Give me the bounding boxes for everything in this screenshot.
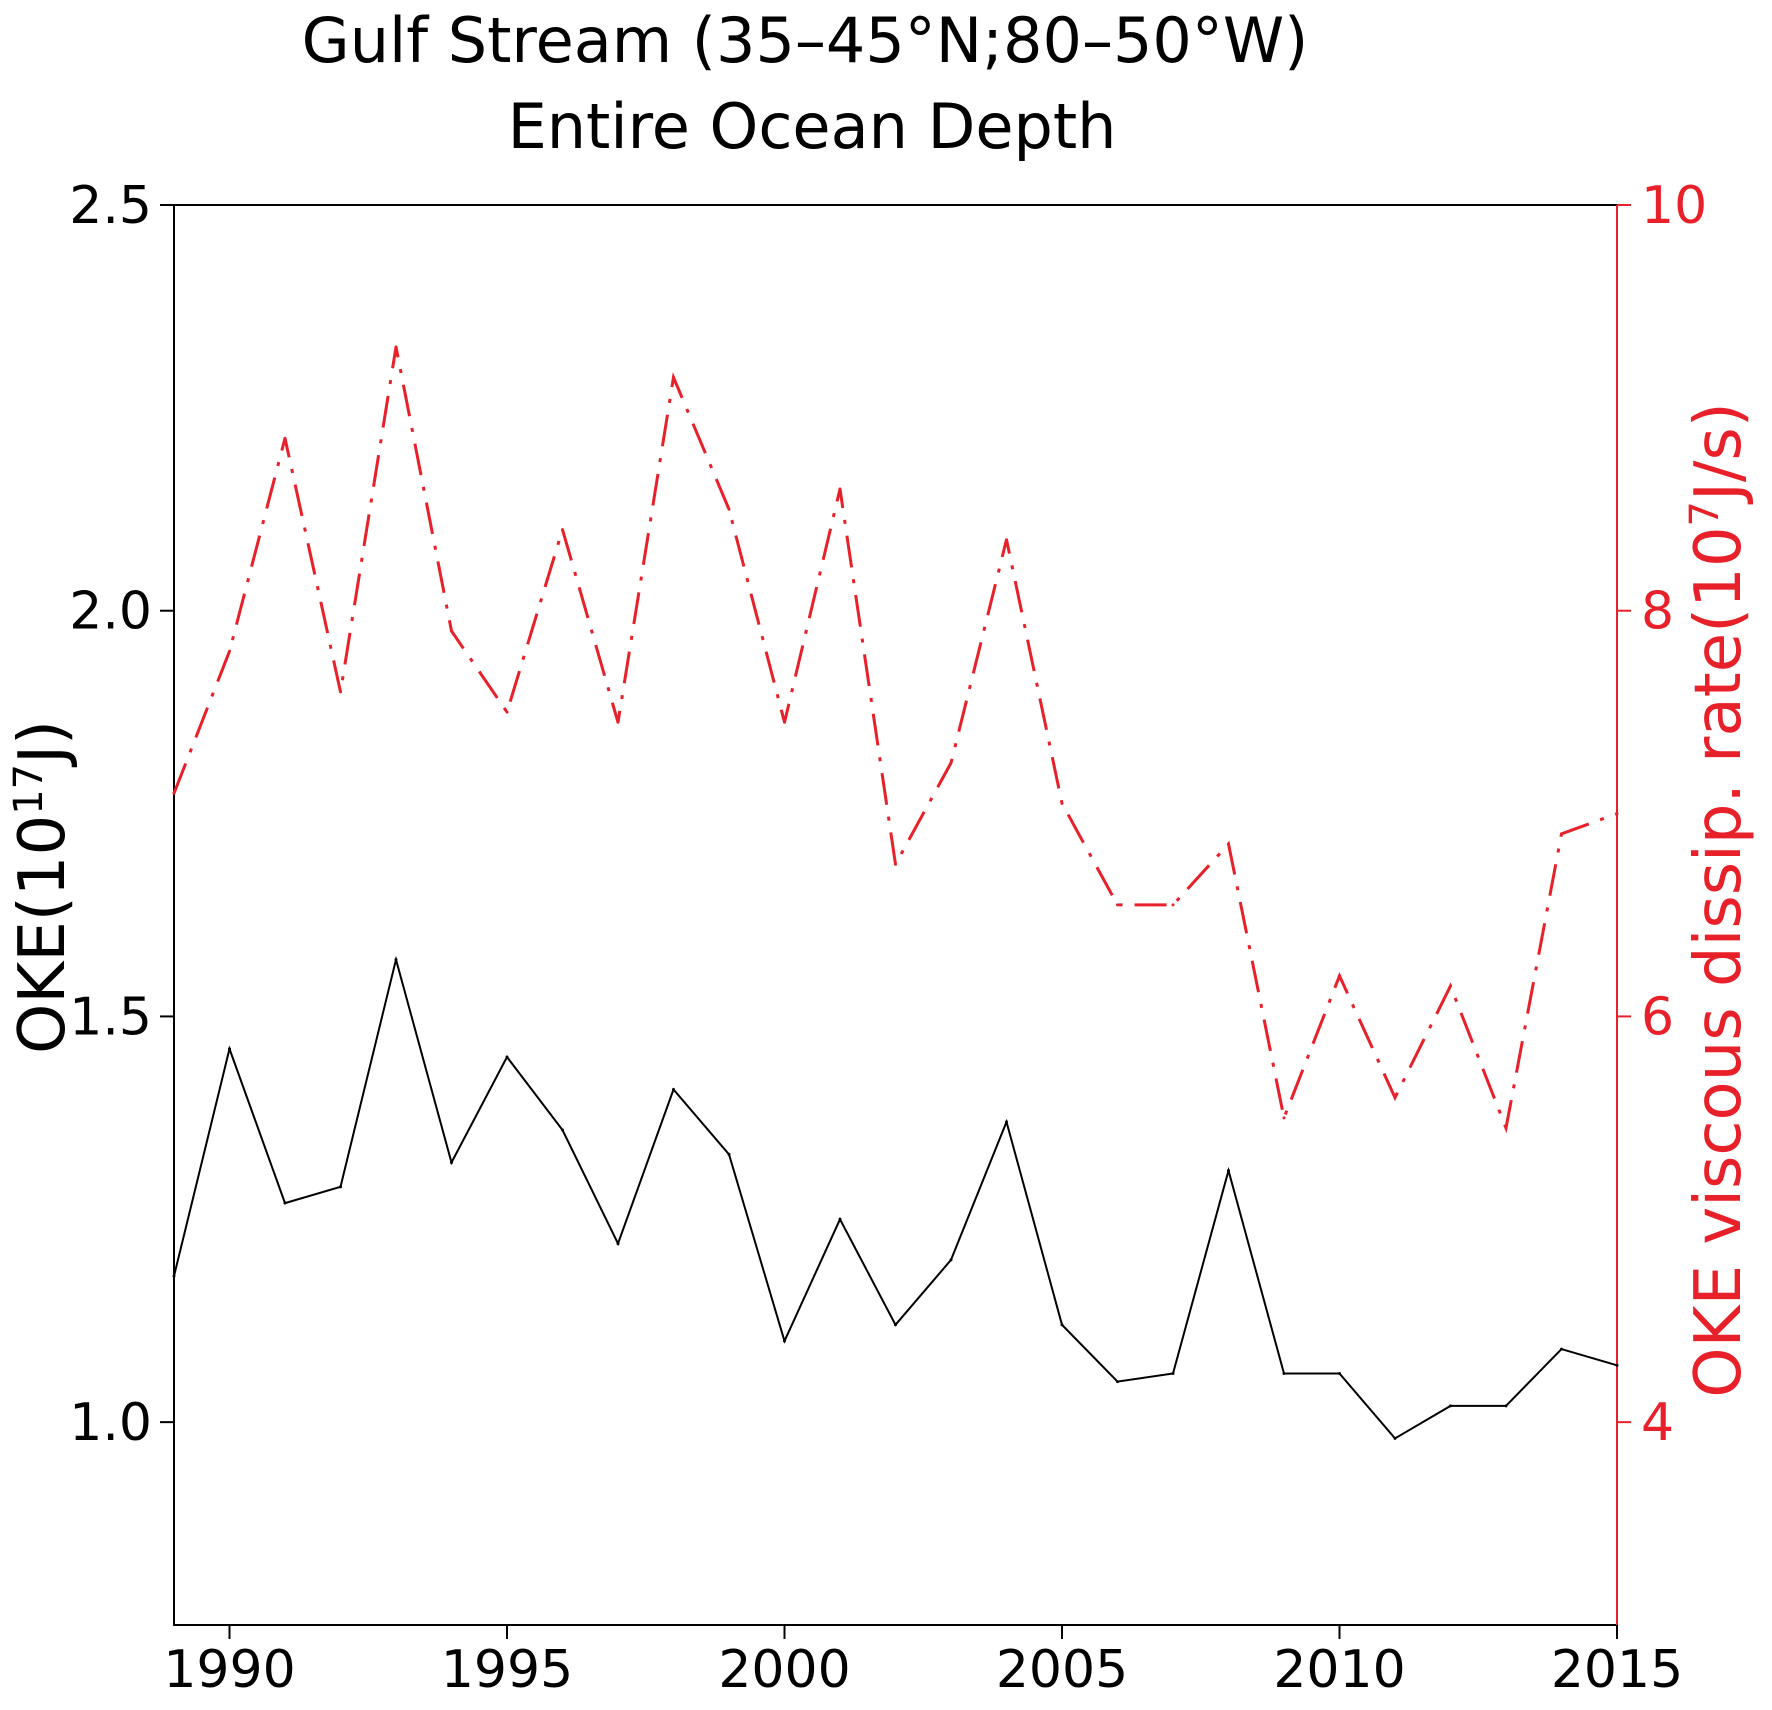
dissipation-rate-point	[450, 629, 453, 633]
dissipation-rate-point	[672, 375, 675, 379]
oke-point	[1171, 1371, 1175, 1375]
oke-point	[1282, 1371, 1286, 1375]
oke-point	[894, 1323, 897, 1327]
left-axis-label: OKE(1017J)	[6, 720, 80, 1054]
dissipation-rate-point	[1060, 801, 1064, 805]
dissipation-rate-point	[1615, 812, 1619, 816]
oke-point	[1338, 1371, 1341, 1375]
right-axis: 4 6 8 10	[1617, 176, 1707, 1453]
oke-point	[672, 1087, 675, 1091]
oke-point	[838, 1217, 842, 1221]
chart-subtitle: Entire Ocean Depth	[508, 90, 1117, 163]
dissipation-rate-point	[783, 720, 786, 724]
oke-point	[1116, 1380, 1119, 1384]
right-axis-label: OKE viscous dissip. rate(107J/s)	[1682, 402, 1756, 1398]
dissipation-rate-point	[561, 528, 564, 532]
dissipation-rate-point	[172, 791, 176, 795]
oke-point	[783, 1339, 786, 1343]
x-tick-label: 2005	[996, 1640, 1128, 1700]
oke-point	[727, 1152, 731, 1156]
dissipation-rate-point	[1227, 842, 1230, 846]
dissipation-rate-point	[838, 487, 842, 491]
plot-frame	[173, 204, 1618, 1626]
dissipation-rate-point	[1393, 1096, 1397, 1100]
left-axis: 1.0 1.5 2.0 2.5	[69, 176, 174, 1453]
oke-point	[949, 1258, 953, 1262]
oke-point	[1005, 1120, 1008, 1124]
dissipation-rate-point	[949, 761, 953, 765]
oke-point	[339, 1185, 342, 1189]
x-axis: 1990 1995 2000 2005 2010 2015	[163, 1625, 1683, 1700]
dissipation-rate-point	[228, 649, 231, 653]
oke-point	[394, 958, 398, 962]
right-tick-label: 4	[1641, 1393, 1674, 1453]
left-tick-label: 2.5	[69, 176, 152, 236]
oke-line	[173, 955, 1618, 1440]
oke-point	[1227, 1169, 1230, 1173]
dissipation-rate-point	[394, 345, 398, 349]
dissipation-rate-point	[1005, 538, 1008, 542]
oke-point	[1504, 1404, 1508, 1408]
oke-point	[1615, 1363, 1619, 1367]
oke-point	[283, 1201, 287, 1205]
dissipation-rate-point	[894, 862, 897, 866]
oke-point	[450, 1160, 453, 1164]
dissipation-rate-point	[616, 720, 620, 724]
dissipation-rate-point	[1282, 1116, 1286, 1120]
dissipation-rate-point	[1171, 903, 1175, 907]
oke-point	[172, 1274, 176, 1278]
series-layer	[172, 345, 1619, 1440]
oke-point	[505, 1055, 509, 1059]
x-tick-label: 2000	[718, 1640, 850, 1700]
left-tick-label: 1.0	[69, 1393, 152, 1453]
left-tick-label: 2.0	[69, 582, 152, 642]
dissipation-rate-point	[1504, 1126, 1508, 1130]
dissipation-rate-point	[1116, 903, 1119, 907]
x-tick-label: 1995	[441, 1640, 573, 1700]
x-tick-label: 2010	[1273, 1640, 1405, 1700]
x-tick-label: 1990	[163, 1640, 295, 1700]
dissipation-rate-point	[1338, 974, 1341, 978]
oke-point	[561, 1128, 564, 1132]
dissipation-rate-point	[283, 436, 287, 440]
right-tick-label: 10	[1641, 176, 1707, 236]
x-tick-label: 2015	[1551, 1640, 1683, 1700]
left-tick-label: 1.5	[69, 987, 152, 1047]
dissipation-rate-point	[505, 710, 509, 714]
right-tick-label: 8	[1641, 582, 1674, 642]
oke-point	[1449, 1404, 1452, 1408]
oke-point	[1560, 1347, 1563, 1351]
oke-point	[1060, 1323, 1064, 1327]
dissipation-rate-line	[172, 346, 1618, 1134]
oke-point	[1393, 1436, 1397, 1440]
oke-point	[228, 1047, 231, 1051]
oke-point	[616, 1242, 620, 1246]
dissipation-rate-point	[727, 507, 731, 511]
right-tick-label: 6	[1641, 987, 1674, 1047]
dissipation-rate-point	[339, 690, 342, 694]
chart-title: Gulf Stream (35–45°N;80–50°W)	[302, 4, 1309, 77]
dissipation-rate-point	[1449, 984, 1452, 988]
dissipation-rate-point	[1560, 832, 1563, 836]
